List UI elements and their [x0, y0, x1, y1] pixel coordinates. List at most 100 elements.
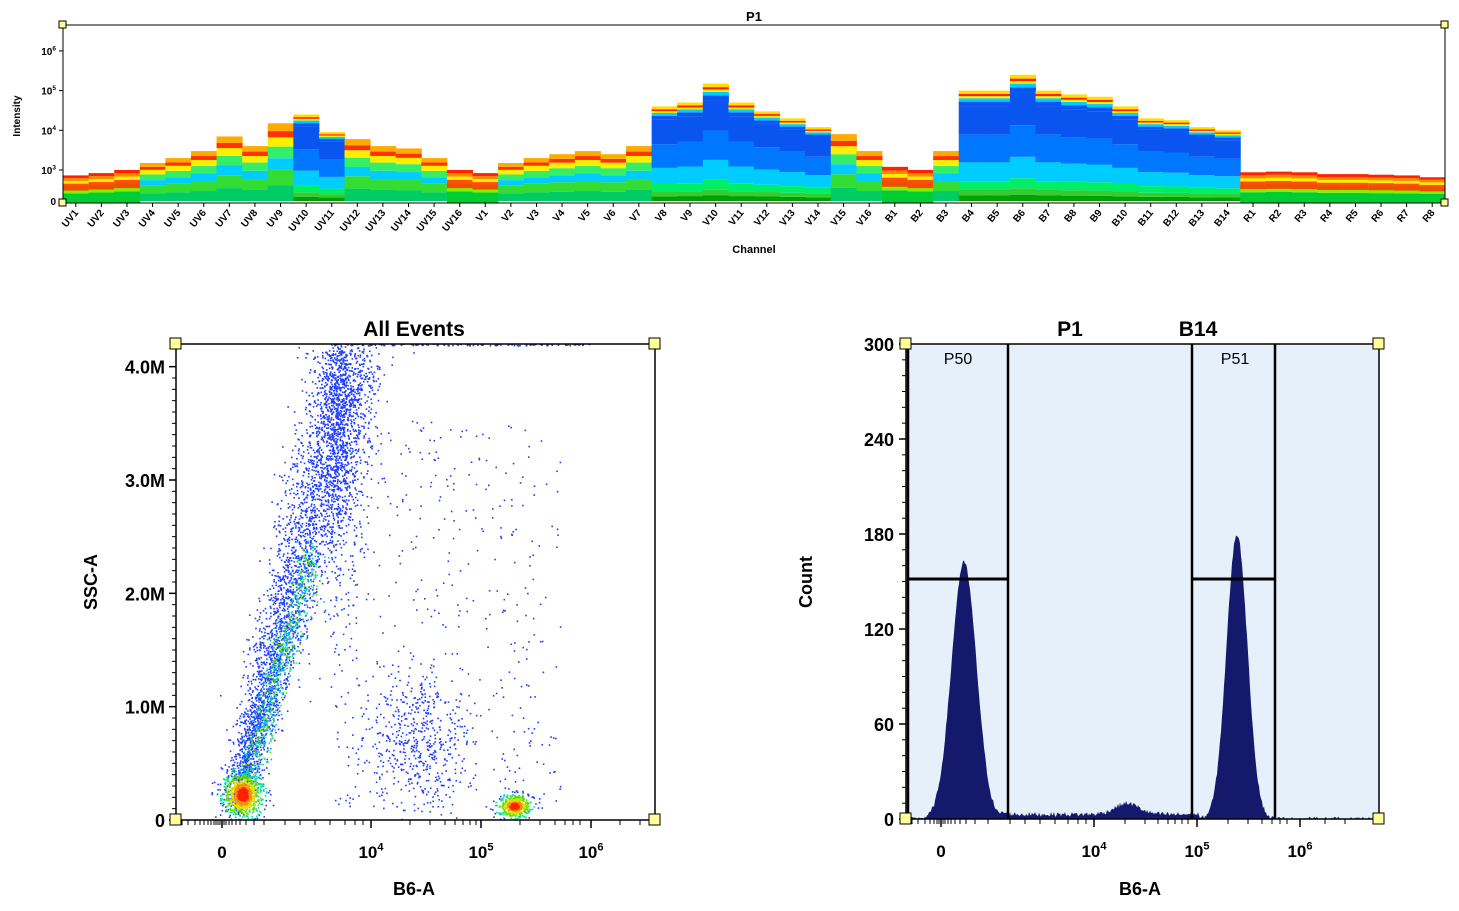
scatter-point [295, 582, 298, 585]
scatter-point [329, 549, 331, 552]
scatter-point [344, 424, 346, 426]
spectrum-corner-handles[interactable] [58, 20, 1449, 207]
scatter-point [375, 380, 378, 382]
scatter-point [318, 510, 320, 512]
scatter-point [273, 673, 276, 676]
scatter-point [303, 491, 305, 494]
scatter-point [246, 638, 248, 641]
scatter-point [270, 730, 272, 732]
resize-handle-icon[interactable] [1440, 198, 1449, 207]
scatter-point [302, 596, 304, 599]
scatter-point [315, 540, 318, 543]
scatter-point [346, 502, 348, 505]
scatter-point [242, 650, 245, 653]
scatter-point [351, 390, 354, 392]
scatter-point [359, 432, 361, 435]
scatter-point [275, 655, 278, 658]
scatter-point [270, 674, 273, 677]
scatter-point [325, 519, 327, 521]
scatter-point [254, 747, 257, 750]
scatter-point [259, 673, 262, 676]
scatter-point [332, 530, 334, 532]
spectrum-bar-band [754, 184, 781, 193]
scatter-point [356, 460, 359, 463]
scatter-point [325, 480, 327, 483]
scatter-point [314, 424, 316, 427]
scatter-point [255, 782, 257, 784]
scatter-point [335, 404, 338, 407]
scatter-point [266, 709, 268, 711]
scatter-point [327, 459, 330, 461]
scatter-point [295, 565, 297, 568]
scatter-point [243, 751, 246, 754]
scatter-point [338, 511, 341, 514]
spectrum-bar-band [574, 181, 601, 192]
scatter-point [290, 528, 292, 531]
scatter-point [261, 716, 263, 719]
scatter-point [314, 357, 316, 359]
spectrum-bar-band [293, 185, 320, 193]
scatter-point [312, 522, 314, 525]
scatter-point [314, 548, 316, 550]
scatter-point [300, 536, 302, 538]
scatter-point [345, 531, 348, 534]
scatter-point [355, 362, 358, 364]
spectrum-bar-band [626, 190, 653, 201]
scatter-point [279, 618, 282, 621]
resize-handle-icon[interactable] [58, 198, 67, 207]
scatter-point [265, 677, 268, 680]
spectrum-bar-band [779, 126, 806, 130]
spectrum-bar-band [293, 123, 320, 127]
scatter-point [352, 385, 354, 388]
spectrum-bar [293, 114, 320, 201]
scatter-point [239, 724, 241, 727]
scatter-point [296, 482, 298, 485]
scatter-point [276, 599, 278, 602]
scatter-point [245, 768, 248, 771]
scatter-point [319, 415, 322, 417]
spectrum-bar-band [1035, 90, 1062, 94]
spectrum-channel-label: V15 [829, 208, 849, 229]
scatter-point [299, 594, 302, 596]
spectrum-bar-hot [1342, 182, 1369, 191]
scatter-point [329, 539, 332, 542]
scatter-point [373, 380, 375, 383]
scatter-point [291, 570, 294, 573]
scatter-point [357, 385, 360, 387]
scatter-point [341, 386, 344, 389]
spectrum-bar [728, 102, 755, 201]
scatter-point [311, 496, 313, 498]
scatter-point [341, 499, 344, 502]
scatter-point [314, 506, 316, 509]
scatter-point [307, 571, 310, 573]
scatter-point [297, 679, 300, 681]
scatter-point [272, 724, 274, 727]
scatter-point [259, 675, 261, 677]
scatter-point [251, 719, 253, 722]
scatter-point [297, 566, 300, 569]
scatter-point [270, 670, 273, 672]
scatter-point [259, 797, 262, 800]
scatter-point [373, 393, 375, 395]
scatter-point [319, 512, 322, 515]
scatter-point [270, 607, 272, 609]
scatter-point [314, 418, 317, 421]
scatter-point [253, 750, 256, 753]
resize-handle-icon[interactable] [1440, 20, 1449, 29]
scatter-point [277, 637, 280, 639]
scatter-point [387, 298, 389, 300]
scatter-point [275, 674, 278, 676]
scatter-point [288, 489, 291, 491]
spectrum-channel-label: UV5 [163, 208, 184, 230]
scatter-point [286, 556, 289, 559]
scatter-point [342, 466, 344, 468]
scatter-point [320, 569, 323, 572]
scatter-point [364, 394, 366, 396]
scatter-point [256, 742, 259, 744]
scatter-point [318, 485, 320, 487]
resize-handle-icon[interactable] [58, 20, 67, 29]
scatter-point [252, 741, 255, 744]
scatter-point [286, 538, 289, 541]
scatter-point [272, 526, 275, 529]
scatter-point [353, 476, 356, 478]
